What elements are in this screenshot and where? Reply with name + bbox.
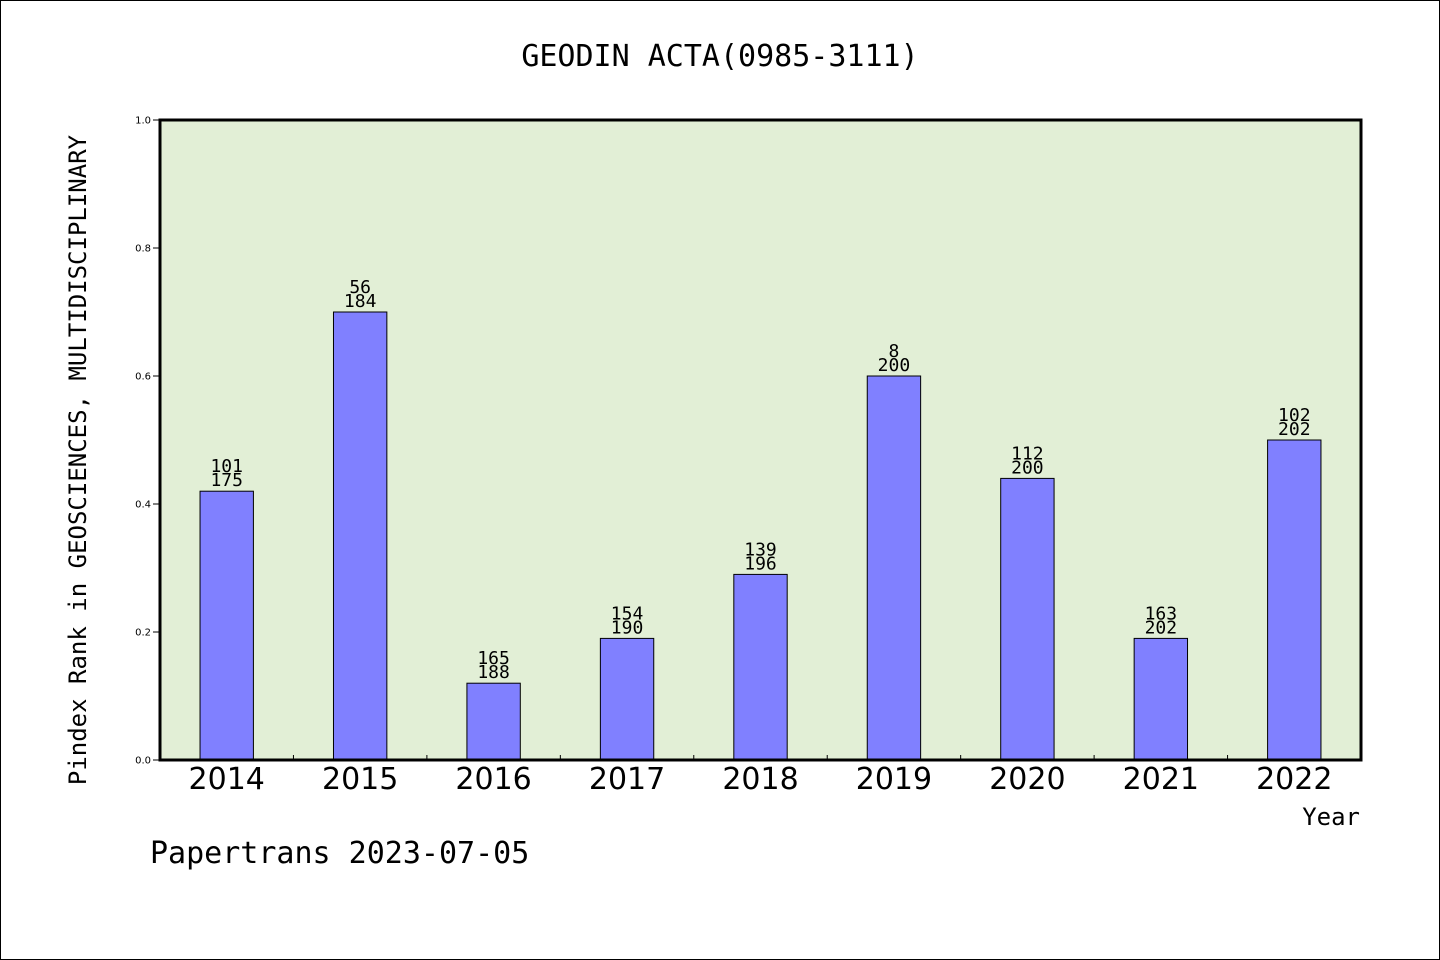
x-tick-label: 2019 [856,762,932,797]
y-tick-label: 0.0 [135,756,151,767]
bar-total-label: 188 [477,662,510,683]
bar-rank-label: 163 [1145,603,1178,624]
bar [866,375,922,761]
bar-total-label: 200 [878,355,911,376]
y-tick-label: 0.4 [135,500,151,511]
chart-title: GEODIN ACTA(0985-3111) [521,39,918,74]
bar [1133,637,1189,761]
x-tick-label: 2021 [1123,762,1199,797]
x-tick-label: 2017 [589,762,665,797]
y-tick-label: 0.8 [135,244,151,255]
bar-total-label: 200 [1011,457,1044,478]
bar [199,490,254,761]
bar-rank-label: 165 [477,648,510,669]
bar-total-label: 202 [1145,617,1178,638]
x-tick-label: 2016 [455,762,531,797]
bar [1267,439,1322,761]
x-tick-label: 2022 [1256,762,1332,797]
bar [466,682,521,761]
y-tick-label: 0.2 [135,628,151,639]
x-tick-label: 2015 [322,762,398,797]
x-tick-label: 2018 [722,762,798,797]
bar [733,573,788,761]
bar-total-label: 202 [1278,419,1311,440]
y-axis-label: Pindex Rank in GEOSCIENCES, MULTIDISCIPL… [64,134,92,785]
x-tick-label: 2020 [989,762,1065,797]
bar-rank-label: 101 [210,456,243,477]
bar-total-label: 175 [210,470,243,491]
plot-border [158,118,1363,762]
x-axis-label: Year [1302,803,1360,831]
bar-rank-label: 112 [1011,443,1044,464]
bar-rank-label: 56 [349,277,371,298]
bar [332,311,388,761]
bar-total-label: 190 [611,617,644,638]
bar-rank-label: 102 [1278,405,1311,426]
y-tick-label: 0.6 [135,372,151,383]
bar-rank-label: 154 [611,603,644,624]
bar [599,637,655,761]
bar-rank-label: 8 [889,341,900,362]
bar-total-label: 196 [744,553,777,574]
bar-total-label: 184 [344,291,377,312]
y-tick-label: 1.0 [135,116,151,127]
footer-credit: Papertrans 2023-07-05 [150,836,529,871]
bar [1000,477,1055,761]
bar-rank-label: 139 [744,539,777,560]
x-tick-label: 2014 [189,762,265,797]
